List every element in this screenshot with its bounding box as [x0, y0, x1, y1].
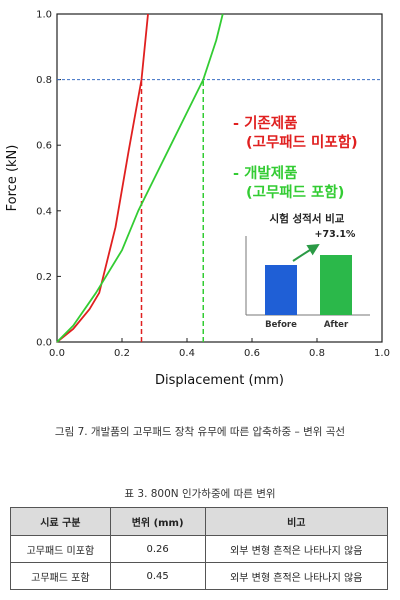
table-cell-sample: 고무패드 포함	[10, 562, 111, 590]
inset-bar-after	[320, 255, 352, 315]
table-header-row: 시료 구분 변위 (mm) 비고	[10, 507, 389, 536]
y-tick-label: 0.2	[36, 272, 52, 283]
y-tick-label: 0.0	[36, 338, 52, 349]
x-tick-label: 1.0	[374, 348, 390, 359]
plot-frame	[56, 13, 383, 343]
x-tick-label: 0.6	[244, 348, 260, 359]
figure-caption: 그림 7. 개발품의 고무패드 장착 유무에 따른 압축하중 – 변위 곡선	[54, 426, 346, 438]
legend-entry-1-line-2: (고무패드 미포함)	[246, 134, 358, 151]
legend-entry-2-line-2: (고무패드 포함)	[246, 184, 344, 201]
x-tick-label: 0.2	[114, 348, 130, 359]
table-row: 고무패드 포함 0.45 외부 변형 흔적은 나타나지 않음	[10, 562, 389, 590]
table-header-remarks: 비고	[204, 507, 389, 536]
x-axis-label: Displacement (mm)	[155, 373, 284, 388]
legend-entry-2-line-1: - 개발제품	[233, 165, 297, 182]
inset-category-label: Before	[265, 320, 297, 330]
table-header-displacement: 변위 (mm)	[109, 507, 206, 536]
inset-annotation: +73.1%	[315, 229, 356, 240]
table-row: 고무패드 미포함 0.26 외부 변형 흔적은 나타나지 않음	[10, 535, 389, 563]
table-caption: 표 3. 800N 인가하중에 따른 변위	[124, 488, 276, 500]
y-tick-label: 0.8	[36, 75, 52, 86]
x-tick-label: 0.4	[179, 348, 195, 359]
displacement-table: 시료 구분 변위 (mm) 비고 고무패드 미포함 0.26 외부 변형 흔적은…	[10, 507, 389, 590]
table-cell-remarks: 외부 변형 흔적은 나타나지 않음	[204, 535, 389, 563]
legend-entry-1-line-1: - 기존제품	[233, 115, 297, 132]
series-line-1	[56, 13, 149, 343]
inset-arrow	[292, 243, 320, 262]
force-displacement-chart: 0.0 0.2 0.4 0.6 0.8 1.0 0.0 0.2 0.4 0.6 0.8 1.0 Disp…	[5, 10, 390, 389]
y-axis-label: Force (kN)	[5, 145, 20, 212]
y-tick-label: 0.6	[36, 141, 52, 152]
inset-bar-before	[265, 265, 297, 315]
table-cell-displacement: 0.26	[109, 535, 206, 563]
x-tick-label: 0.8	[309, 348, 325, 359]
table-cell-sample: 고무패드 미포함	[10, 535, 111, 563]
series-line-2	[56, 13, 224, 343]
x-tick-label: 0.0	[49, 348, 65, 359]
inset-title: 시험 성적서 비교	[270, 212, 345, 225]
inset-category-label: After	[324, 320, 349, 330]
y-tick-label: 0.4	[36, 206, 52, 217]
table-cell-displacement: 0.45	[109, 562, 206, 590]
table-header-sample: 시료 구분	[10, 507, 111, 536]
y-tick-label: 1.0	[36, 10, 52, 21]
table-cell-remarks: 외부 변형 흔적은 나타나지 않음	[204, 562, 389, 590]
